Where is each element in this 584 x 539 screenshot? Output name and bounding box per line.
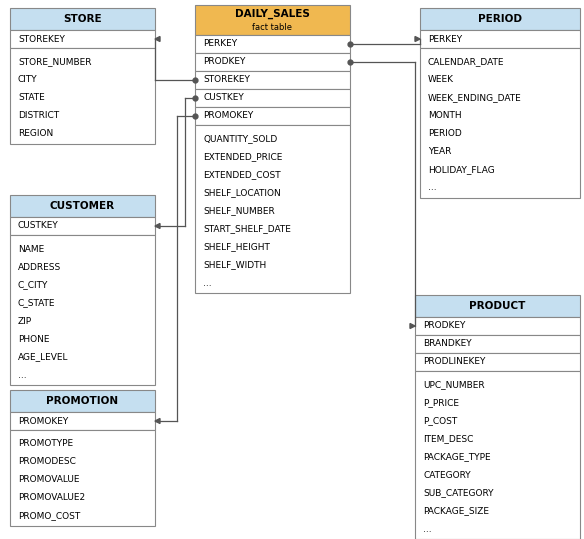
Text: EXTENDED_PRICE: EXTENDED_PRICE xyxy=(203,153,283,162)
Text: ADDRESS: ADDRESS xyxy=(18,262,61,272)
Text: PRODUCT: PRODUCT xyxy=(470,301,526,311)
Bar xyxy=(195,107,350,125)
Bar xyxy=(10,8,155,30)
Bar xyxy=(10,195,155,217)
Text: PHONE: PHONE xyxy=(18,335,50,343)
Text: WEEK_ENDING_DATE: WEEK_ENDING_DATE xyxy=(428,93,522,102)
Text: STOREKEY: STOREKEY xyxy=(203,75,250,85)
Bar xyxy=(420,8,580,30)
Text: PROMODESC: PROMODESC xyxy=(18,458,76,466)
Text: PROMOTYPE: PROMOTYPE xyxy=(18,439,73,448)
Polygon shape xyxy=(415,37,420,42)
Text: P_COST: P_COST xyxy=(423,417,457,425)
Bar xyxy=(415,335,580,353)
Text: PRODKEY: PRODKEY xyxy=(203,58,245,66)
Text: QUANTITY_SOLD: QUANTITY_SOLD xyxy=(203,135,277,143)
Bar xyxy=(415,295,580,317)
Text: C_STATE: C_STATE xyxy=(18,299,55,308)
Text: DAILY_SALES: DAILY_SALES xyxy=(235,9,310,19)
Text: YEAR: YEAR xyxy=(428,148,451,156)
Bar xyxy=(10,412,155,430)
Bar xyxy=(415,317,580,335)
Text: ZIP: ZIP xyxy=(18,316,32,326)
Bar xyxy=(195,53,350,71)
Text: STORE_NUMBER: STORE_NUMBER xyxy=(18,58,92,66)
Bar xyxy=(420,30,580,48)
Text: PACKAGE_TYPE: PACKAGE_TYPE xyxy=(423,453,491,461)
Text: CUSTOMER: CUSTOMER xyxy=(50,201,115,211)
Text: BRANDKEY: BRANDKEY xyxy=(423,340,472,349)
Bar xyxy=(415,371,580,539)
Bar xyxy=(10,30,155,48)
Bar xyxy=(10,48,155,144)
Polygon shape xyxy=(410,323,415,328)
Text: CALENDAR_DATE: CALENDAR_DATE xyxy=(428,58,505,66)
Text: CITY: CITY xyxy=(18,75,37,85)
Bar xyxy=(195,71,350,89)
Text: SHELF_LOCATION: SHELF_LOCATION xyxy=(203,189,281,197)
Text: C_CITY: C_CITY xyxy=(18,280,48,289)
Text: SHELF_WIDTH: SHELF_WIDTH xyxy=(203,260,266,270)
Polygon shape xyxy=(155,418,160,424)
Bar xyxy=(195,125,350,293)
Bar xyxy=(10,430,155,526)
Text: CATEGORY: CATEGORY xyxy=(423,471,471,480)
Text: SUB_CATEGORY: SUB_CATEGORY xyxy=(423,488,493,497)
Polygon shape xyxy=(155,224,160,229)
Text: PACKAGE_SIZE: PACKAGE_SIZE xyxy=(423,507,489,515)
Text: CUSTKEY: CUSTKEY xyxy=(18,222,59,231)
Text: PERKEY: PERKEY xyxy=(203,39,237,49)
Text: PROMOKEY: PROMOKEY xyxy=(203,112,253,121)
Text: MONTH: MONTH xyxy=(428,112,461,121)
Text: SHELF_NUMBER: SHELF_NUMBER xyxy=(203,206,274,216)
Text: HOLIDAY_FLAG: HOLIDAY_FLAG xyxy=(428,165,495,175)
Text: PROMOTION: PROMOTION xyxy=(47,396,119,406)
Text: DISTRICT: DISTRICT xyxy=(18,112,59,121)
Text: PERKEY: PERKEY xyxy=(428,34,462,44)
Text: PRODKEY: PRODKEY xyxy=(423,321,465,330)
Text: SHELF_HEIGHT: SHELF_HEIGHT xyxy=(203,243,270,252)
Text: EXTENDED_COST: EXTENDED_COST xyxy=(203,170,281,179)
Text: PROMOVALUE: PROMOVALUE xyxy=(18,475,79,485)
Bar xyxy=(10,390,155,412)
Text: STATE: STATE xyxy=(18,93,45,102)
Text: ...: ... xyxy=(18,370,27,379)
Text: PERIOD: PERIOD xyxy=(478,14,522,24)
Text: CUSTKEY: CUSTKEY xyxy=(203,93,244,102)
Bar xyxy=(415,353,580,371)
Text: ...: ... xyxy=(428,183,437,192)
Text: PRODLINEKEY: PRODLINEKEY xyxy=(423,357,485,367)
Polygon shape xyxy=(155,37,160,42)
Text: REGION: REGION xyxy=(18,129,53,139)
Text: START_SHELF_DATE: START_SHELF_DATE xyxy=(203,225,291,233)
Bar xyxy=(195,5,350,35)
Text: P_PRICE: P_PRICE xyxy=(423,398,459,407)
Text: fact table: fact table xyxy=(252,23,293,31)
Text: UPC_NUMBER: UPC_NUMBER xyxy=(423,381,485,390)
Text: PROMO_COST: PROMO_COST xyxy=(18,512,80,521)
Text: PERIOD: PERIOD xyxy=(428,129,462,139)
Text: NAME: NAME xyxy=(18,245,44,253)
Bar xyxy=(195,35,350,53)
Text: PROMOKEY: PROMOKEY xyxy=(18,417,68,425)
Text: ...: ... xyxy=(203,279,211,287)
Text: ITEM_DESC: ITEM_DESC xyxy=(423,434,474,444)
Bar xyxy=(195,89,350,107)
Text: ...: ... xyxy=(423,524,432,534)
Text: PROMOVALUE2: PROMOVALUE2 xyxy=(18,494,85,502)
Bar xyxy=(10,217,155,235)
Bar xyxy=(420,48,580,198)
Text: AGE_LEVEL: AGE_LEVEL xyxy=(18,353,68,362)
Text: STOREKEY: STOREKEY xyxy=(18,34,65,44)
Bar xyxy=(10,235,155,385)
Text: WEEK: WEEK xyxy=(428,75,454,85)
Text: STORE: STORE xyxy=(63,14,102,24)
